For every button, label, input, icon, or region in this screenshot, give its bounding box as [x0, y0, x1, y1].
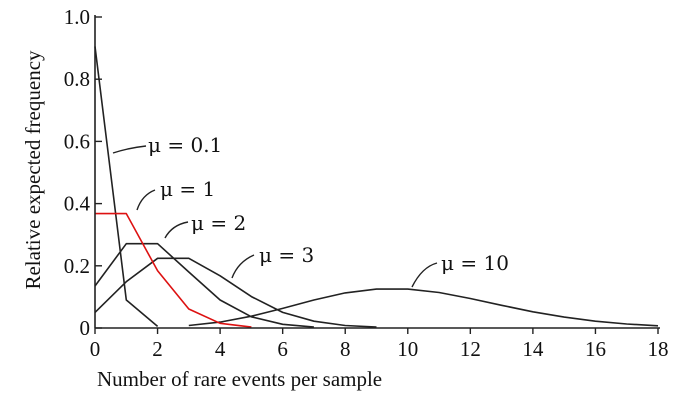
x-tick-label: 18 — [648, 337, 669, 361]
y-tick-label: 0.6 — [64, 129, 90, 153]
x-tick-label: 4 — [215, 337, 226, 361]
y-tick-label: 0.8 — [64, 67, 90, 91]
x-tick-label: 12 — [460, 337, 481, 361]
y-tick-label: 0.2 — [64, 254, 90, 278]
x-tick-label: 6 — [277, 337, 288, 361]
ticks-layer: 0 2 4 6 8 10 12 14 16 18 0 0.2 0.4 0.6 0.8 1.0 — [64, 5, 669, 361]
annotation-mu-3: μ = 3 — [259, 243, 314, 267]
x-tick-label: 10 — [397, 337, 418, 361]
series-line-4 — [188, 288, 659, 327]
annotation-mu-10: μ = 10 — [441, 251, 509, 275]
x-tick-label: 0 — [90, 337, 101, 361]
axes-layer — [94, 15, 660, 329]
annotation-layer: μ = 0.1 μ = 1 μ = 2 μ = 3 μ = 10 — [112, 133, 509, 288]
x-tick-label: 2 — [152, 337, 163, 361]
leader-mu-2 — [164, 221, 189, 239]
annotation-mu-1: μ = 1 — [160, 177, 215, 201]
annotation-mu-0-1: μ = 0.1 — [148, 133, 222, 157]
x-tick-label: 8 — [340, 337, 351, 361]
leader-mu-3 — [231, 254, 255, 279]
x-tick-label: 14 — [522, 337, 544, 361]
y-axis-title: Relative expected frequency — [21, 50, 45, 290]
series-line-3 — [94, 257, 377, 328]
leader-mu-1 — [136, 189, 156, 211]
series-layer — [94, 46, 659, 328]
x-axis-title: Number of rare events per sample — [97, 367, 382, 391]
y-tick-label: 1.0 — [64, 5, 90, 29]
series-line-2 — [94, 242, 314, 328]
annotation-mu-2: μ = 2 — [191, 211, 246, 235]
x-tick-label: 16 — [585, 337, 606, 361]
series-line-0 — [94, 46, 159, 328]
leader-mu-10 — [411, 262, 438, 288]
series-line-1 — [95, 212, 252, 328]
leader-mu-0-1 — [112, 145, 147, 154]
y-tick-label: 0.4 — [64, 192, 91, 216]
y-tick-label: 0 — [80, 316, 91, 340]
